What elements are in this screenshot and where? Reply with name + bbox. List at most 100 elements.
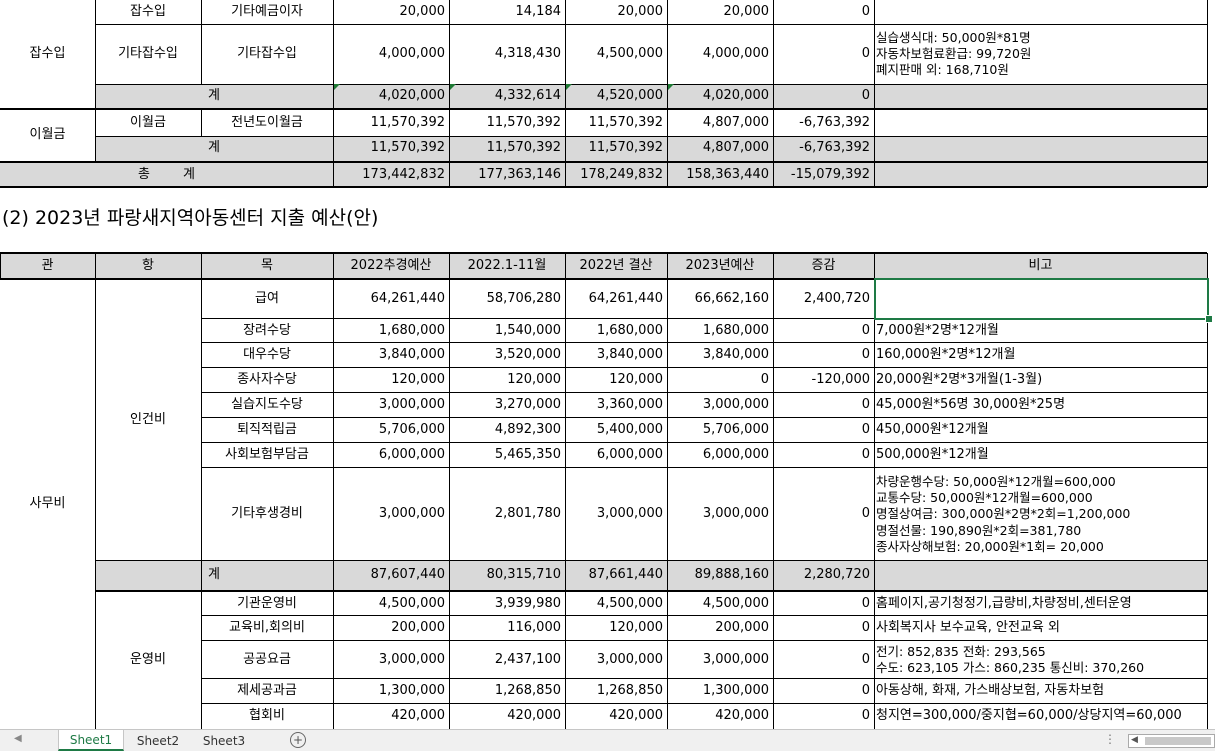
cell-2022-settlement[interactable]: 20,000 bbox=[617, 3, 664, 19]
tab-sheet2[interactable]: Sheet2 bbox=[136, 733, 180, 748]
cell-mok[interactable]: 실습지도수당 bbox=[231, 397, 303, 413]
cell-2022-revised[interactable]: 3,000,000 bbox=[378, 506, 445, 522]
cell-change[interactable]: 0 bbox=[861, 620, 870, 636]
cell-2022-jan-nov[interactable]: 5,465,350 bbox=[494, 447, 561, 463]
cell-2022-jan-nov[interactable]: 120,000 bbox=[507, 372, 561, 388]
cell-2022-revised[interactable]: 4,500,000 bbox=[378, 595, 445, 611]
cell-2023-budget[interactable]: 200,000 bbox=[715, 620, 769, 636]
cell-subtotal-label[interactable]: 계 bbox=[95, 136, 333, 161]
header-cell-0[interactable]: 관 bbox=[0, 253, 95, 279]
cell-2022-revised[interactable]: 3,000,000 bbox=[378, 397, 445, 413]
cell-2022-revised[interactable]: 3,000,000 bbox=[378, 651, 445, 667]
cell-hang[interactable]: 이월금 bbox=[130, 114, 166, 130]
cell-2022-jan-nov[interactable]: 1,268,850 bbox=[494, 683, 561, 699]
cell-change[interactable]: 0 bbox=[861, 397, 870, 413]
cell-2022-jan-nov[interactable]: 4,332,614 bbox=[449, 84, 565, 108]
cell-2022-jan-nov[interactable]: 1,540,000 bbox=[494, 322, 561, 338]
cell-2022-revised[interactable]: 200,000 bbox=[391, 620, 445, 636]
cell-change[interactable]: 0 bbox=[861, 506, 870, 522]
cell-2023-budget[interactable]: 89,888,160 bbox=[667, 561, 773, 590]
cell-2023-budget[interactable]: 0 bbox=[760, 372, 769, 388]
cell-2023-budget[interactable]: 1,300,000 bbox=[702, 683, 769, 699]
cell-2022-jan-nov[interactable]: 4,318,430 bbox=[494, 45, 561, 61]
cell-mok[interactable]: 퇴직적립금 bbox=[237, 422, 297, 438]
cell-2022-settlement[interactable]: 1,268,850 bbox=[596, 683, 663, 699]
cell-2022-settlement[interactable]: 4,500,000 bbox=[596, 595, 663, 611]
cell-mok[interactable]: 장려수당 bbox=[243, 322, 291, 338]
cell-note[interactable]: 7,000원*2명*12개월 bbox=[876, 322, 999, 338]
cell-mok[interactable]: 전년도이월금 bbox=[231, 114, 303, 130]
cell-2022-revised[interactable]: 6,000,000 bbox=[378, 447, 445, 463]
scroll-left-icon[interactable]: ◀ bbox=[1131, 735, 1138, 745]
cell-change[interactable]: 2,280,720 bbox=[773, 561, 874, 590]
cell-2022-revised[interactable]: 173,442,832 bbox=[333, 163, 449, 187]
cell-grand-total-label[interactable]: 총 계 bbox=[0, 163, 333, 187]
scroll-options-icon[interactable]: ⋮ bbox=[1104, 732, 1116, 746]
cell-2022-jan-nov[interactable]: 11,570,392 bbox=[486, 114, 561, 130]
cell-2022-revised[interactable]: 11,570,392 bbox=[333, 136, 449, 161]
cell-2023-budget[interactable]: 3,000,000 bbox=[702, 651, 769, 667]
header-cell-4[interactable]: 2022.1-11월 bbox=[449, 253, 565, 279]
cell-2022-jan-nov[interactable]: 58,706,280 bbox=[486, 291, 561, 307]
cell-change[interactable]: -15,079,392 bbox=[773, 163, 874, 187]
cell-2023-budget[interactable]: 4,807,000 bbox=[667, 136, 773, 161]
cell-2022-settlement[interactable]: 3,000,000 bbox=[596, 506, 663, 522]
cell-note[interactable]: 20,000원*2명*3개월(1-3월) bbox=[876, 372, 1043, 388]
cell-2022-jan-nov[interactable]: 3,520,000 bbox=[494, 347, 561, 363]
cell-2023-budget[interactable]: 1,680,000 bbox=[702, 322, 769, 338]
cell-mok[interactable]: 협회비 bbox=[249, 708, 285, 724]
cell-2023-budget[interactable]: 6,000,000 bbox=[702, 447, 769, 463]
cell-mok[interactable]: 기타잡수입 bbox=[237, 45, 297, 61]
header-cell-1[interactable]: 항 bbox=[95, 253, 201, 279]
cell-2022-revised[interactable]: 4,000,000 bbox=[378, 45, 445, 61]
cell-note[interactable]: 청지연=300,000/중지협=60,000/상당지역=60,000 bbox=[876, 708, 1182, 724]
cell-change[interactable]: 0 bbox=[861, 322, 870, 338]
cell-change[interactable]: 0 bbox=[861, 447, 870, 463]
cell-note[interactable] bbox=[874, 0, 1207, 24]
cell-2022-jan-nov[interactable]: 177,363,146 bbox=[449, 163, 565, 187]
cell-2023-budget[interactable]: 4,807,000 bbox=[702, 114, 769, 130]
cell-subtotal-label[interactable]: 계 bbox=[95, 561, 333, 590]
cell-2022-settlement[interactable]: 6,000,000 bbox=[596, 447, 663, 463]
cell-2022-jan-nov[interactable]: 420,000 bbox=[507, 708, 561, 724]
active-cell-selection[interactable] bbox=[874, 278, 1209, 320]
cell-mok[interactable]: 교육비,회의비 bbox=[229, 620, 305, 636]
cell-subtotal-label[interactable]: 계 bbox=[95, 84, 333, 108]
cell-2022-settlement[interactable]: 4,520,000 bbox=[565, 84, 667, 108]
cell-note[interactable]: 45,000원*56명 30,000원*25명 bbox=[876, 397, 1066, 413]
cell-change[interactable]: 0 bbox=[861, 683, 870, 699]
tab-sheet3[interactable]: Sheet3 bbox=[202, 733, 246, 748]
cell-note[interactable]: 450,000원*12개월 bbox=[876, 422, 989, 438]
cell-2022-jan-nov[interactable]: 116,000 bbox=[507, 620, 561, 636]
cell-mok[interactable]: 사회보험부담금 bbox=[225, 447, 309, 463]
cell-mok[interactable]: 대우수당 bbox=[243, 347, 291, 363]
cell-note[interactable] bbox=[874, 163, 1207, 187]
cell-change[interactable]: 0 bbox=[861, 3, 870, 19]
cell-2022-settlement[interactable]: 11,570,392 bbox=[588, 114, 663, 130]
cell-change[interactable]: 0 bbox=[861, 45, 870, 61]
cell-2022-settlement[interactable]: 3,840,000 bbox=[596, 347, 663, 363]
add-sheet-plus-circle-icon[interactable]: + bbox=[290, 732, 306, 748]
cell-hang[interactable]: 운영비 bbox=[130, 652, 166, 668]
cell-2022-jan-nov[interactable]: 3,270,000 bbox=[494, 397, 561, 413]
tab-sheet1[interactable]: Sheet1 bbox=[58, 730, 124, 751]
cell-note[interactable]: 아동상해, 화재, 가스배상보험, 자동차보험 bbox=[876, 683, 1105, 699]
cell-2022-settlement[interactable]: 3,360,000 bbox=[596, 397, 663, 413]
cell-mok[interactable]: 급여 bbox=[255, 291, 279, 307]
sheet-nav-prev-icon[interactable]: ◀ bbox=[14, 733, 22, 744]
cell-2022-settlement[interactable]: 3,000,000 bbox=[596, 651, 663, 667]
cell-note[interactable] bbox=[874, 136, 1207, 161]
cell-mok[interactable]: 공공요금 bbox=[243, 651, 291, 667]
cell-2023-budget[interactable]: 20,000 bbox=[723, 3, 770, 19]
cell-2023-budget[interactable]: 4,500,000 bbox=[702, 595, 769, 611]
fill-handle[interactable] bbox=[1205, 315, 1213, 323]
cell-2022-jan-nov[interactable]: 11,570,392 bbox=[449, 136, 565, 161]
cell-2022-settlement[interactable]: 120,000 bbox=[609, 372, 663, 388]
cell-2022-revised[interactable]: 3,840,000 bbox=[378, 347, 445, 363]
cell-2023-budget[interactable]: 420,000 bbox=[715, 708, 769, 724]
cell-gwan[interactable]: 잡수입 bbox=[29, 45, 66, 61]
cell-2022-jan-nov[interactable]: 2,437,100 bbox=[494, 651, 561, 667]
header-cell-8[interactable]: 비고 bbox=[874, 253, 1207, 279]
cell-2022-jan-nov[interactable]: 2,801,780 bbox=[494, 506, 561, 522]
cell-mok[interactable]: 기타예금이자 bbox=[231, 3, 303, 19]
